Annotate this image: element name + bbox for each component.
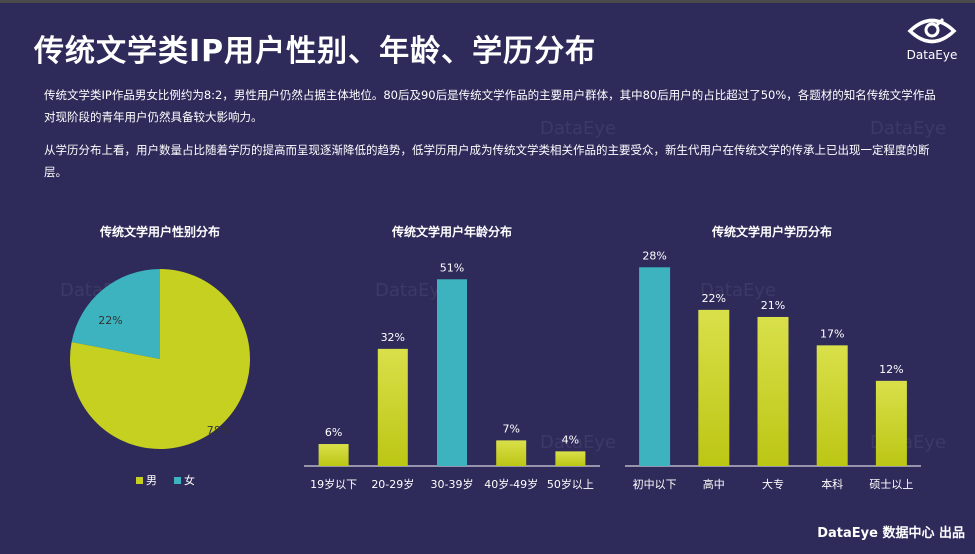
footer-credit: DataEye 数据中心 出品 [817, 526, 965, 541]
age-chart-title: 传统文学用户年龄分布 [391, 225, 512, 239]
bar-value-label: 12% [879, 363, 903, 376]
top-border [0, 0, 975, 3]
bar [318, 444, 349, 466]
x-tick-label: 30-39岁 [431, 477, 474, 491]
gender-pie-chart: 22% 78% 男 女 [70, 269, 250, 487]
watermark: DataEye [870, 118, 947, 139]
pie-slice-male [70, 269, 250, 449]
bar-value-label: 6% [325, 426, 342, 439]
age-bar-chart: 6% 19岁以下 32% 20-29岁 51% 30-39岁 7% 40岁-49岁 4% 50岁以… [304, 261, 600, 491]
education-bar-chart: 28% 初中以下 22% 高中 21% 大专 17% 本科 12% 硕士以上 [625, 249, 921, 491]
summary-paragraph-2: 从学历分布上看，用户数量占比随着学历的提高而呈现逐渐降低的趋势，低学历用户成为传… [44, 143, 930, 179]
watermark: DataEye [540, 432, 617, 453]
bar [555, 451, 586, 466]
bar-value-label: 32% [381, 331, 405, 344]
pie-slice-female [71, 269, 160, 359]
dataeye-logo: DataEye [896, 14, 968, 66]
bar [496, 440, 527, 466]
x-tick-label: 初中以下 [633, 477, 677, 491]
education-chart-title: 传统文学用户学历分布 [711, 225, 832, 239]
pie-label: 78% [207, 424, 231, 437]
page-title: 传统文学类IP用户性别、年龄、学历分布 [34, 34, 597, 69]
legend-swatch [174, 477, 181, 484]
bar [875, 380, 907, 466]
x-tick-label: 大专 [762, 477, 784, 491]
pie-label: 22% [98, 314, 122, 327]
bar-value-label: 21% [761, 299, 785, 312]
x-tick-label: 高中 [703, 477, 725, 491]
x-tick-label: 40岁-49岁 [484, 477, 538, 491]
legend-label: 男 [146, 474, 157, 487]
x-tick-label: 50岁以上 [547, 477, 594, 491]
legend-label: 女 [184, 473, 195, 487]
bar-value-label: 17% [820, 327, 844, 340]
legend-swatch [136, 477, 143, 484]
bar-value-label: 4% [562, 433, 579, 446]
eye-icon [907, 17, 957, 44]
x-tick-label: 本科 [821, 477, 843, 491]
x-tick-label: 19岁以下 [310, 477, 357, 491]
bar [816, 345, 848, 466]
bar [377, 348, 408, 466]
summary-paragraph-1: 传统文学类IP作品男女比例约为8:2，男性用户仍然占据主体地位。80后及90后是… [44, 88, 936, 124]
logo-text: DataEye [906, 48, 958, 62]
watermark: DataEye [700, 280, 777, 301]
bar [698, 309, 730, 466]
watermark: DataEye [540, 118, 617, 139]
bar-value-label: 28% [642, 249, 666, 262]
bar [757, 316, 789, 466]
x-tick-label: 硕士以上 [869, 478, 913, 491]
bar-value-label: 22% [702, 292, 726, 305]
bar [437, 279, 467, 466]
bar [639, 267, 671, 466]
watermark: DataEye [375, 280, 452, 301]
bar-value-label: 51% [440, 261, 464, 274]
gender-chart-title: 传统文学用户性别分布 [99, 225, 220, 239]
x-tick-label: 20-29岁 [371, 477, 414, 491]
bar-value-label: 7% [502, 422, 519, 435]
